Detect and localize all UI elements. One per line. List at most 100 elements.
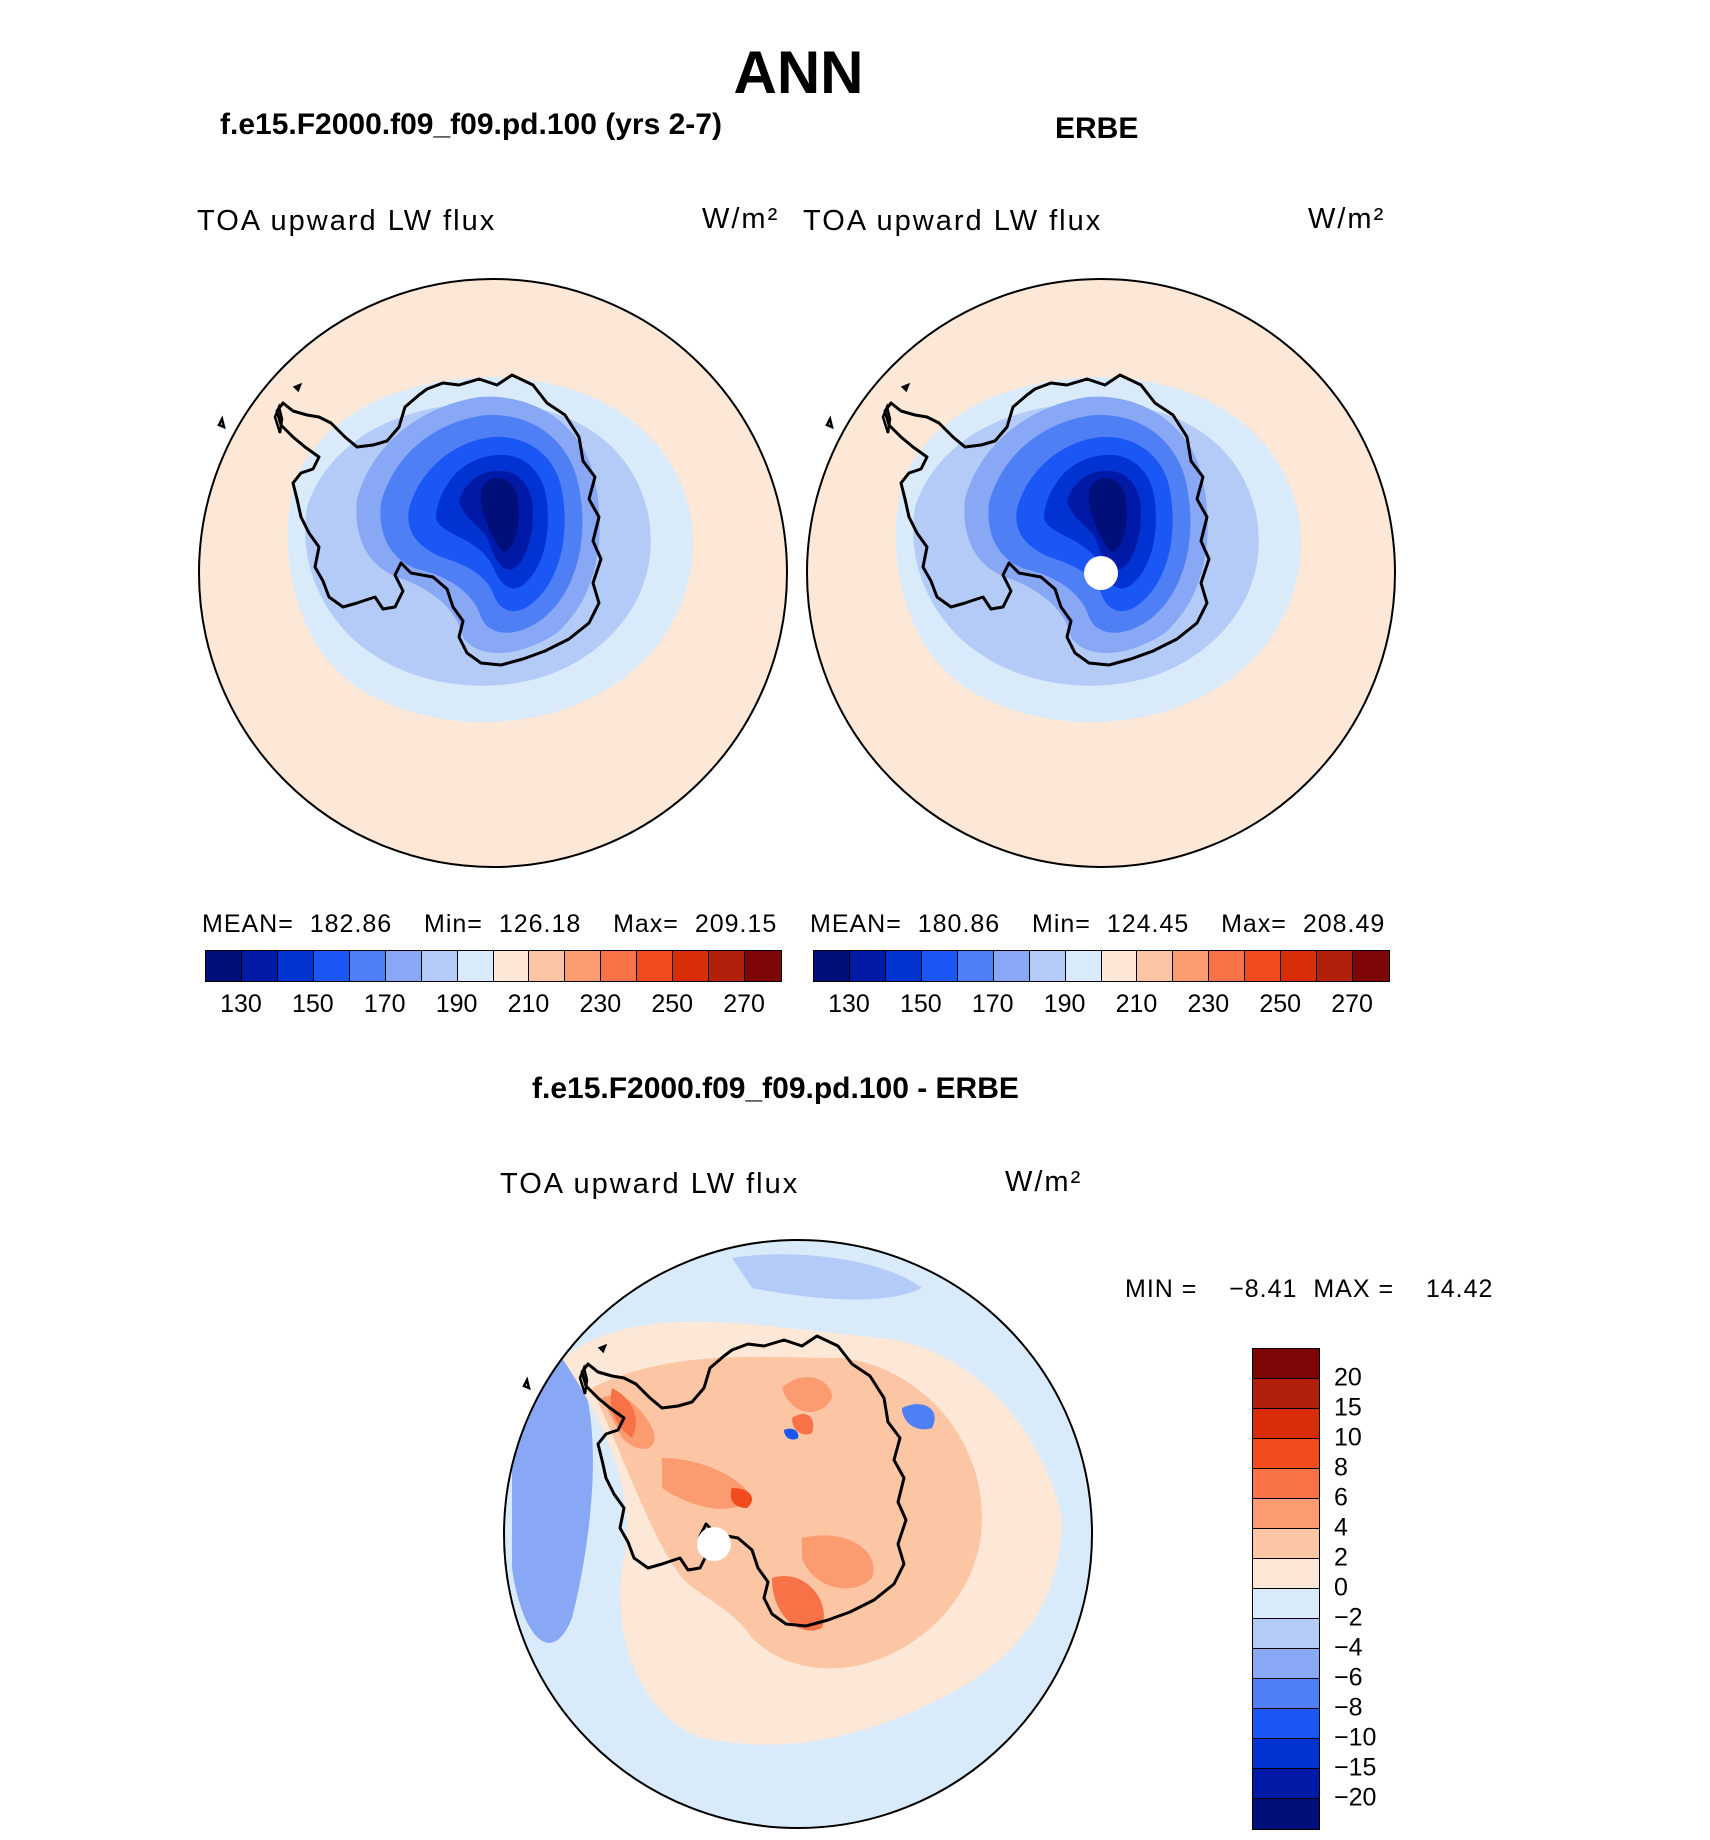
min-value: −8.41 xyxy=(1229,1275,1298,1303)
diff-panel-heading: f.e15.F2000.f09_f09.pd.100 - ERBE xyxy=(532,1072,1019,1105)
colorbar-tick-label: 10 xyxy=(1334,1423,1362,1452)
colorbar-cell xyxy=(957,951,994,981)
colorbar-tick-label: −20 xyxy=(1334,1783,1377,1812)
colorbar-tick-label: 4 xyxy=(1334,1513,1348,1542)
map-border xyxy=(806,278,1396,868)
colorbar-cell xyxy=(1253,1499,1319,1529)
colorbar-tick-label: −6 xyxy=(1334,1663,1363,1692)
colorbar-tick-label: −2 xyxy=(1334,1603,1363,1632)
mean-value: 180.86 xyxy=(917,910,1001,938)
max-value: 209.15 xyxy=(694,910,778,938)
colorbar-tick-label: 170 xyxy=(363,990,406,1018)
colorbar-tick-label: −10 xyxy=(1334,1723,1377,1752)
pole-missing-data xyxy=(1084,556,1118,590)
diff-units-label: W/m² xyxy=(1005,1166,1083,1198)
max-value: 14.42 xyxy=(1425,1275,1494,1303)
colorbar-cell xyxy=(1173,951,1210,981)
colorbar-cell xyxy=(1317,951,1354,981)
colorbar-cell xyxy=(1253,1409,1319,1439)
model-polar-map xyxy=(198,278,788,868)
diff-band--4--2 xyxy=(732,1254,922,1300)
colorbar-cell xyxy=(1065,951,1102,981)
colorbar-cell xyxy=(1353,951,1389,981)
colorbar-tick-label: 20 xyxy=(1334,1363,1362,1392)
colorbar-cell xyxy=(1253,1439,1319,1469)
colorbar-cell xyxy=(241,951,278,981)
diff-band-6-8 xyxy=(610,1388,824,1631)
diff-polar-map xyxy=(503,1239,1093,1829)
colorbar-cell xyxy=(1253,1589,1319,1619)
colorbar-tick-label: 190 xyxy=(435,990,478,1018)
colorbar-cell xyxy=(277,951,314,981)
colorbar-tick-label: 8 xyxy=(1334,1453,1348,1482)
obs-colorbar-ticks: 130 150 170 190 210 230 250 270 xyxy=(813,990,1388,1020)
map-border xyxy=(503,1239,1093,1829)
colorbar-tick-label: 230 xyxy=(579,990,622,1018)
obs-polar-map xyxy=(806,278,1396,868)
colorbar-cell xyxy=(1281,951,1318,981)
max-label: Max= xyxy=(1221,910,1287,938)
colorbar-cell xyxy=(1253,1709,1319,1739)
colorbar-cell xyxy=(1029,951,1066,981)
colorbar-tick-label: 250 xyxy=(1259,990,1302,1018)
max-label: Max= xyxy=(613,910,679,938)
colorbar-cell xyxy=(637,951,674,981)
island-coastlines xyxy=(522,1343,608,1395)
colorbar-tick-label: 130 xyxy=(220,990,262,1018)
obs-colorbar xyxy=(813,950,1390,982)
max-label: MAX = xyxy=(1313,1275,1395,1303)
colorbar-cell xyxy=(1253,1559,1319,1589)
obs-stats: MEAN= 180.86 Min= 124.45 Max= 208.49 xyxy=(810,910,1385,939)
field-band-120-130 xyxy=(1088,478,1127,552)
colorbar-cell xyxy=(1245,951,1282,981)
colorbar-tick-label: 6 xyxy=(1334,1483,1348,1512)
field-band-120-130 xyxy=(480,478,519,552)
colorbar-cell xyxy=(1209,951,1246,981)
mean-label: MEAN= xyxy=(810,910,902,938)
colorbar-tick-label: 15 xyxy=(1334,1393,1362,1422)
colorbar-cell xyxy=(673,951,710,981)
colorbar-cell xyxy=(1253,1739,1319,1769)
mean-value: 182.86 xyxy=(309,910,393,938)
colorbar-cell xyxy=(849,951,886,981)
colorbar-tick-label: −8 xyxy=(1334,1693,1363,1722)
colorbar-cell xyxy=(206,951,242,981)
colorbar-cell xyxy=(885,951,922,981)
model-variable-label: TOA upward LW flux xyxy=(197,205,497,237)
model-units-label: W/m² xyxy=(702,203,780,235)
min-value: 124.45 xyxy=(1106,910,1190,938)
colorbar-cell xyxy=(421,951,458,981)
colorbar-tick-label: 150 xyxy=(899,990,942,1018)
colorbar-cell xyxy=(1253,1619,1319,1649)
colorbar-tick-label: 170 xyxy=(971,990,1014,1018)
colorbar-cell xyxy=(1253,1799,1319,1829)
colorbar-cell xyxy=(1253,1469,1319,1499)
colorbar-cell xyxy=(993,951,1030,981)
colorbar-cell xyxy=(349,951,386,981)
colorbar-cell xyxy=(313,951,350,981)
colorbar-cell xyxy=(1137,951,1174,981)
colorbar-cell xyxy=(601,951,638,981)
model-panel-heading: f.e15.F2000.f09_f09.pd.100 (yrs 2-7) xyxy=(220,108,722,141)
colorbar-cell xyxy=(1253,1379,1319,1409)
max-value: 208.49 xyxy=(1302,910,1386,938)
colorbar-tick-label: 250 xyxy=(651,990,694,1018)
diff-colorbar xyxy=(1252,1348,1320,1830)
diff-band--6--4 xyxy=(512,1357,593,1643)
obs-panel-heading: ERBE xyxy=(1055,112,1139,145)
colorbar-tick-label: 230 xyxy=(1187,990,1230,1018)
pole-missing-data xyxy=(697,1527,731,1561)
diff-variable-label: TOA upward LW flux xyxy=(500,1168,800,1200)
min-value: 126.18 xyxy=(498,910,582,938)
colorbar-tick-label: 210 xyxy=(507,990,550,1018)
colorbar-tick-label: 2 xyxy=(1334,1543,1348,1572)
island-coastlines xyxy=(217,382,303,434)
colorbar-tick-label: 190 xyxy=(1043,990,1086,1018)
mean-label: MEAN= xyxy=(202,910,294,938)
diff-band--10--8 xyxy=(784,1428,799,1440)
diff-band-8-10 xyxy=(730,1488,752,1508)
colorbar-tick-label: 270 xyxy=(723,990,765,1018)
diff-band--8--6 xyxy=(902,1404,935,1430)
colorbar-tick-label: −15 xyxy=(1334,1753,1377,1782)
colorbar-cell xyxy=(814,951,850,981)
